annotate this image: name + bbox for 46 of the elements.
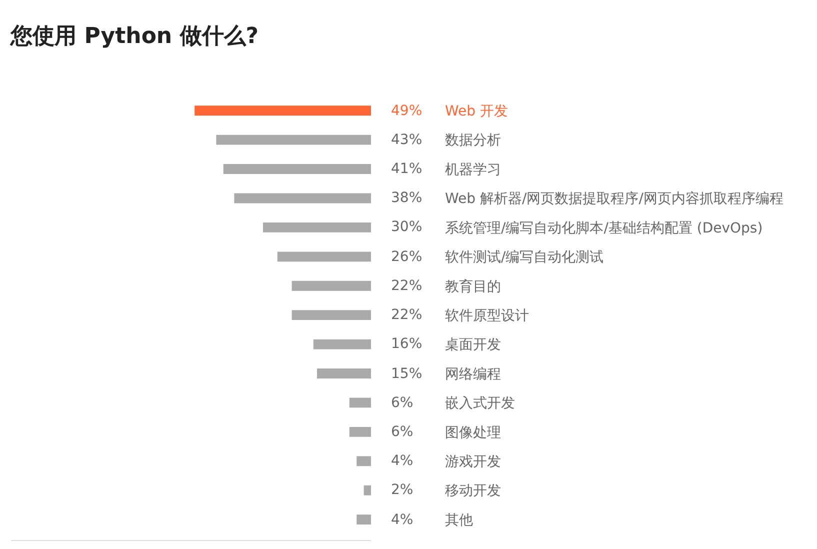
data-label: 4% <box>391 512 414 528</box>
y-tick-label: 移动开发 <box>445 483 501 500</box>
bar <box>356 514 371 525</box>
data-label: 41% <box>391 161 422 177</box>
data-label: 26% <box>391 249 422 265</box>
data-label: 16% <box>391 336 422 352</box>
y-tick-label: 网络编程 <box>445 366 501 382</box>
y-tick-label: 嵌入式开发 <box>445 396 515 412</box>
y-tick-label: 软件测试/编写自动化测试 <box>445 250 604 266</box>
y-tick-label: 数据分析 <box>445 132 501 149</box>
y-tick-label: 机器学习 <box>445 162 501 178</box>
bar <box>292 280 371 291</box>
bar <box>277 252 371 262</box>
y-tick-label: Web 开发 <box>445 104 508 120</box>
y-tick-label: 其他 <box>445 512 473 528</box>
y-tick-label: 图像处理 <box>445 424 501 441</box>
data-label: 6% <box>391 395 414 411</box>
y-tick-label: 软件原型设计 <box>445 308 529 324</box>
bar <box>216 134 371 145</box>
data-label: 22% <box>391 278 422 294</box>
y-tick-label: 桌面开发 <box>445 337 501 354</box>
y-tick-label: 系统管理/编写自动化脚本/基础结构配置 (DevOps) <box>445 220 763 236</box>
y-tick-label: Web 解析器/网页数据提取程序/网页内容抓取程序编程 <box>445 191 784 208</box>
data-label: 6% <box>391 424 414 440</box>
data-label: 15% <box>391 366 422 382</box>
bar <box>356 456 371 466</box>
bar <box>317 368 371 378</box>
bar <box>263 222 371 232</box>
y-tick-label: 游戏开发 <box>445 454 501 470</box>
data-label: 49% <box>391 103 422 119</box>
data-label: 22% <box>391 307 422 323</box>
data-label: 2% <box>391 482 414 498</box>
data-label: 43% <box>391 132 422 148</box>
data-label: 4% <box>391 453 414 469</box>
bar <box>349 426 371 437</box>
y-tick-label: 教育目的 <box>445 278 501 295</box>
bar <box>234 193 371 204</box>
bar <box>313 339 371 350</box>
bar <box>349 398 371 408</box>
bar <box>292 310 371 320</box>
bar <box>223 164 371 174</box>
chart-title: 您使用 Python 做什么? <box>10 24 259 49</box>
data-label: 38% <box>391 190 422 206</box>
bar <box>194 106 371 116</box>
data-label: 30% <box>391 219 422 235</box>
bar <box>364 485 371 496</box>
